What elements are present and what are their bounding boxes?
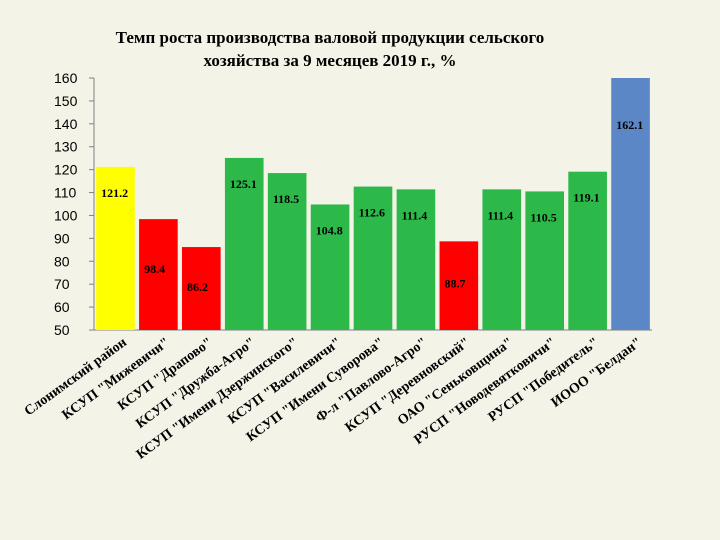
data-label: 88.7 <box>445 276 466 290</box>
data-label: 111.4 <box>487 208 513 222</box>
y-tick-label: 100 <box>54 207 78 223</box>
y-tick-label: 150 <box>54 93 78 109</box>
bar <box>568 171 607 330</box>
bar <box>611 78 650 330</box>
data-label: 125.1 <box>230 177 257 191</box>
bar <box>525 191 565 330</box>
data-label: 104.8 <box>316 223 343 237</box>
bars <box>96 78 650 330</box>
y-tick-label: 160 <box>54 70 78 86</box>
y-tick-label: 80 <box>54 253 70 269</box>
bar <box>224 157 264 330</box>
chart-title-line-1: Темп роста производства валовой продукци… <box>116 28 545 47</box>
y-tick-label: 130 <box>54 139 78 155</box>
bar <box>139 219 178 330</box>
bar <box>396 189 436 330</box>
chart-title-line-2: хозяйства за 9 месяцев 2019 г., % <box>204 51 457 70</box>
y-tick-label: 110 <box>54 185 77 201</box>
y-tick-label: 70 <box>54 276 70 292</box>
data-label: 111.4 <box>402 208 428 222</box>
y-tick-label: 120 <box>54 162 78 178</box>
bar <box>267 173 307 330</box>
bar <box>310 204 350 330</box>
bar <box>96 166 135 330</box>
data-label: 118.5 <box>273 192 299 206</box>
y-tick-label: 90 <box>54 230 70 246</box>
data-label: 110.5 <box>530 210 556 224</box>
data-label: 112.6 <box>359 206 385 220</box>
y-axis-ticks: 50 60 70 80 90 100 110 120 130 140 150 160 <box>54 70 94 338</box>
chart-title: Темп роста производства валовой продукци… <box>116 28 545 70</box>
data-label: 86.2 <box>187 280 208 294</box>
data-label: 162.1 <box>616 118 643 132</box>
data-label: 121.2 <box>101 186 128 200</box>
data-labels: 121.2 98.4 86.2 125.1 118.5 104.8 112.6 111.4 88… <box>101 118 643 294</box>
bar <box>482 189 522 330</box>
bar <box>181 247 221 330</box>
data-label: 119.1 <box>573 191 599 205</box>
y-tick-label: 140 <box>54 116 78 132</box>
data-label: 98.4 <box>144 262 165 276</box>
bar <box>439 241 479 330</box>
y-tick-label: 50 <box>54 322 70 338</box>
y-tick-label: 60 <box>54 299 70 315</box>
bar <box>353 186 393 330</box>
